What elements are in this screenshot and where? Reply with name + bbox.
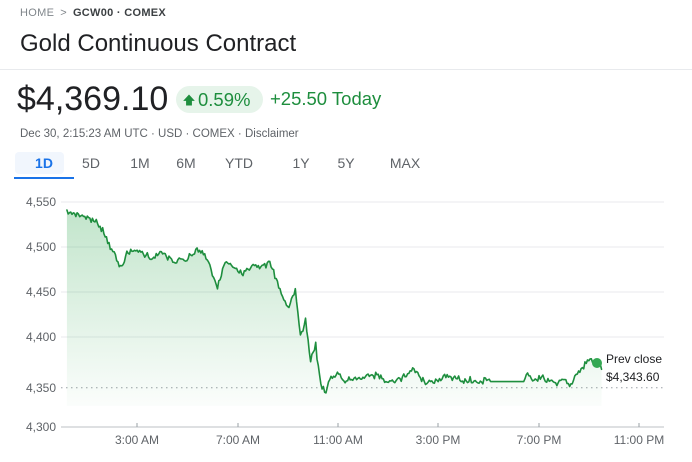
svg-text:4,500: 4,500	[26, 240, 56, 254]
svg-text:Prev close: Prev close	[606, 352, 662, 366]
svg-text:7:00 PM: 7:00 PM	[517, 433, 562, 447]
svg-text:$4,343.60: $4,343.60	[606, 370, 660, 384]
svg-text:4,550: 4,550	[26, 195, 56, 209]
svg-text:4,350: 4,350	[26, 381, 56, 395]
svg-text:11:00 AM: 11:00 AM	[313, 433, 363, 447]
svg-text:7:00 AM: 7:00 AM	[216, 433, 260, 447]
svg-text:11:00 PM: 11:00 PM	[614, 433, 664, 447]
svg-text:3:00 AM: 3:00 AM	[115, 433, 159, 447]
svg-text:4,300: 4,300	[26, 420, 56, 434]
svg-text:4,450: 4,450	[26, 285, 56, 299]
svg-text:3:00 PM: 3:00 PM	[416, 433, 461, 447]
svg-text:4,400: 4,400	[26, 330, 56, 344]
